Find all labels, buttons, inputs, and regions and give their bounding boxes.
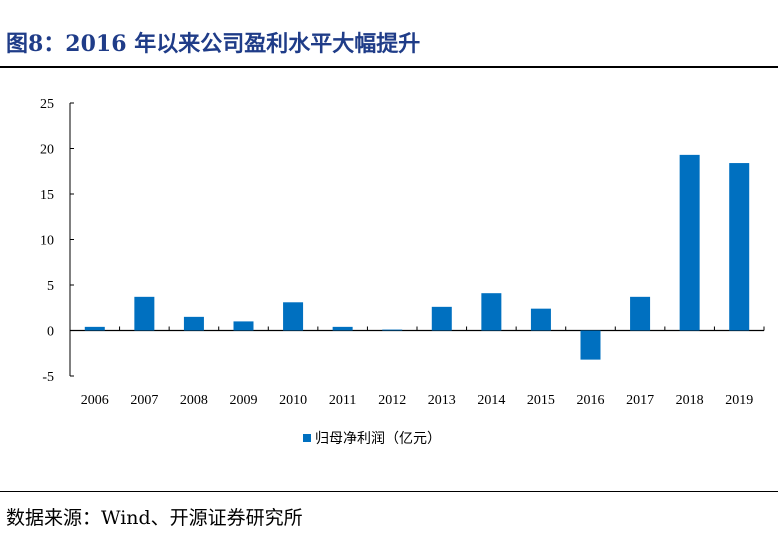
x-tick-label: 2014 bbox=[477, 393, 505, 408]
source-note: 数据来源：Wind、开源证券研究所 bbox=[6, 507, 303, 529]
x-tick-label: 2008 bbox=[180, 393, 208, 408]
legend-swatch bbox=[303, 434, 311, 442]
bar-2016 bbox=[580, 330, 601, 360]
title-divider bbox=[0, 66, 778, 68]
x-tick-label: 2006 bbox=[81, 393, 109, 408]
x-tick-label: 2018 bbox=[676, 393, 704, 408]
x-tick-label: 2013 bbox=[428, 393, 456, 408]
y-tick-label: 5 bbox=[47, 279, 54, 294]
x-tick-label: 2015 bbox=[527, 393, 555, 408]
y-tick-label: 10 bbox=[40, 234, 54, 249]
y-tick-label: 0 bbox=[47, 325, 54, 340]
x-tick-label: 2012 bbox=[378, 393, 406, 408]
x-tick-label: 2007 bbox=[130, 393, 158, 408]
bar-2012 bbox=[382, 329, 403, 331]
x-tick-label: 2010 bbox=[279, 393, 307, 408]
bar-2009 bbox=[233, 321, 254, 331]
bar-chart: -5 0 5 10 15 20 25 2006 2007 2008 2009 2010 2011 2012… bbox=[40, 97, 765, 447]
x-tick-label: 2009 bbox=[230, 393, 258, 408]
bar-2015 bbox=[530, 308, 551, 331]
bar-2013 bbox=[431, 306, 452, 331]
bar-2010 bbox=[283, 302, 304, 331]
bar-2008 bbox=[183, 316, 204, 331]
x-tick-label: 2017 bbox=[626, 393, 654, 408]
x-tick-label: 2011 bbox=[329, 393, 356, 408]
bar-2011 bbox=[332, 326, 353, 331]
bar-2006 bbox=[84, 326, 105, 331]
bar-2018 bbox=[679, 154, 700, 331]
y-tick-label: 15 bbox=[40, 188, 54, 203]
bar-2017 bbox=[630, 296, 651, 331]
bar-2007 bbox=[134, 296, 155, 331]
x-tick-label: 2019 bbox=[725, 393, 753, 408]
chart-title: 图8：2016 年以来公司盈利水平大幅提升 bbox=[6, 31, 421, 57]
x-tick-label: 2016 bbox=[577, 393, 605, 408]
legend-label: 归母净利润（亿元） bbox=[315, 430, 441, 447]
bar-2019 bbox=[729, 163, 750, 331]
y-tick-label: 20 bbox=[40, 143, 54, 158]
y-tick-label: 25 bbox=[40, 97, 54, 112]
bar-2014 bbox=[481, 293, 502, 331]
source-divider bbox=[0, 491, 778, 492]
y-tick-label: -5 bbox=[42, 370, 54, 385]
